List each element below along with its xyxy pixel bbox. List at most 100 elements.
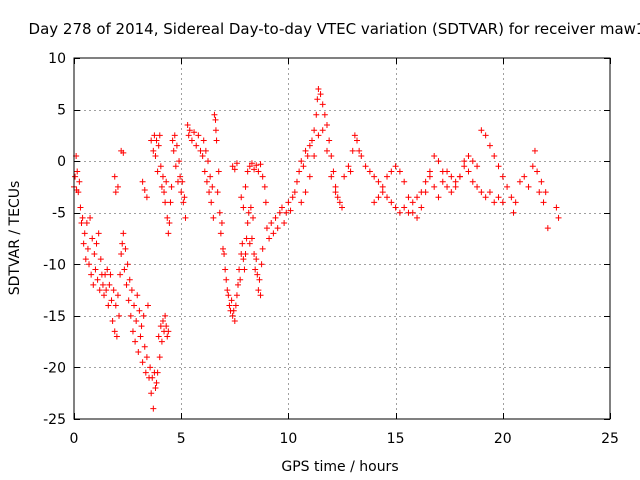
data-point-plus <box>180 199 187 206</box>
y-axis-label: SDTVAR / TECUs <box>7 181 23 296</box>
data-point-plus <box>478 127 485 134</box>
data-point-plus <box>205 158 211 165</box>
data-point-plus <box>129 328 136 335</box>
data-point-plus <box>105 302 112 309</box>
data-point-plus <box>469 178 476 185</box>
data-point-plus <box>504 183 511 190</box>
data-point-plus <box>111 328 118 335</box>
data-point-plus <box>461 158 468 165</box>
data-point-plus <box>351 132 358 139</box>
data-point-plus <box>96 287 103 294</box>
data-point-plus <box>237 276 244 283</box>
data-point-plus <box>259 245 266 252</box>
data-point-plus <box>106 281 113 288</box>
data-point-plus <box>155 142 162 149</box>
data-point-plus <box>117 271 124 278</box>
data-point-plus <box>83 220 90 227</box>
data-point-plus <box>147 364 154 371</box>
data-point-plus <box>328 173 335 180</box>
data-point-plus <box>195 132 202 139</box>
data-point-plus <box>89 235 96 242</box>
data-point-plus <box>241 266 248 273</box>
data-point-plus <box>339 204 345 211</box>
data-point-plus <box>184 122 191 129</box>
data-point-plus <box>236 266 243 273</box>
data-point-plus <box>278 204 285 211</box>
data-point-plus <box>266 235 273 242</box>
data-point-plus <box>302 189 309 196</box>
data-point-plus <box>114 292 121 299</box>
data-point-plus <box>491 199 498 206</box>
y-tick-label: -10 <box>43 257 66 273</box>
data-point-plus <box>164 333 171 340</box>
data-point-plus <box>221 250 228 257</box>
data-point-plus <box>209 183 216 190</box>
data-point-plus <box>255 287 262 294</box>
data-point-plus <box>474 183 481 190</box>
data-point-plus <box>122 245 129 252</box>
data-point-plus <box>156 354 163 361</box>
data-point-plus <box>168 183 175 190</box>
data-point-plus <box>388 168 395 175</box>
data-point-plus <box>114 183 121 190</box>
data-point-plus <box>287 207 294 214</box>
data-point-plus <box>126 276 133 283</box>
data-point-plus <box>248 235 255 242</box>
data-point-plus <box>392 204 399 211</box>
data-point-plus <box>94 276 101 283</box>
data-point-plus <box>143 194 150 201</box>
data-point-plus <box>461 163 468 170</box>
data-point-plus <box>289 194 296 201</box>
data-point-plus <box>224 287 231 294</box>
data-point-plus <box>156 132 163 139</box>
data-point-plus <box>439 168 446 175</box>
data-point-plus <box>319 101 326 108</box>
data-point-plus <box>233 160 240 167</box>
data-point-plus <box>158 183 165 190</box>
data-point-plus <box>120 230 127 237</box>
plot-frame <box>73 57 611 420</box>
data-point-plus <box>200 137 207 144</box>
data-point-plus <box>491 152 498 159</box>
data-point-plus <box>304 152 311 159</box>
data-point-plus <box>120 149 127 156</box>
data-point-plus <box>516 178 523 185</box>
data-point-plus <box>223 276 230 283</box>
data-point-plus <box>242 250 249 257</box>
data-point-plus <box>302 147 309 154</box>
data-point-plus <box>162 312 169 319</box>
data-point-plus <box>238 194 245 201</box>
data-point-plus <box>159 318 166 325</box>
data-point-plus <box>127 312 134 319</box>
data-point-plus <box>235 281 242 288</box>
data-point-plus <box>486 189 493 196</box>
x-tick-label: 5 <box>177 431 186 447</box>
data-point-plus <box>118 250 125 257</box>
data-point-plus <box>308 137 315 144</box>
data-point-plus <box>104 266 111 273</box>
data-point-plus <box>371 199 378 206</box>
data-point-plus <box>152 385 159 392</box>
data-point-plus <box>379 189 386 196</box>
data-point-plus <box>213 137 220 144</box>
data-point-plus <box>110 287 117 294</box>
data-point-plus <box>258 261 265 268</box>
data-point-plus <box>228 297 235 304</box>
data-point-plus <box>199 152 206 159</box>
data-point-plus <box>140 312 147 319</box>
data-point-plus <box>298 199 305 206</box>
data-point-plus <box>285 199 292 206</box>
data-point-plus <box>531 147 538 154</box>
data-point-plus <box>119 240 126 247</box>
data-point-plus <box>296 168 303 175</box>
data-point-plus <box>170 147 177 154</box>
data-point-plus <box>208 199 215 206</box>
data-point-plus <box>251 250 258 257</box>
data-point-plus <box>474 163 481 170</box>
data-point-plus <box>250 214 257 221</box>
data-point-plus <box>482 132 489 139</box>
data-point-plus <box>448 173 455 180</box>
data-point-plus <box>159 173 166 180</box>
data-point-plus <box>80 240 87 247</box>
data-point-plus <box>231 166 238 173</box>
